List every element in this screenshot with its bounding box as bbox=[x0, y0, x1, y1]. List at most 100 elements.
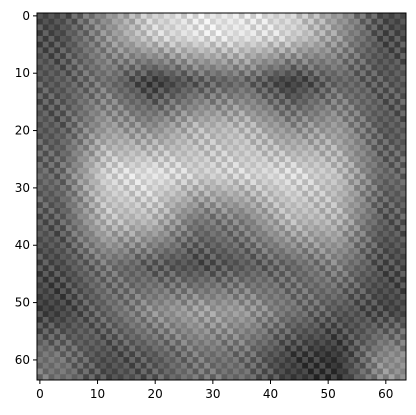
heatmap-cell bbox=[48, 35, 55, 42]
heatmap-cell bbox=[71, 18, 78, 25]
heatmap-cell bbox=[88, 127, 95, 134]
heatmap-cell bbox=[331, 99, 338, 106]
heatmap-cell bbox=[48, 196, 55, 203]
heatmap-cell bbox=[284, 116, 291, 123]
heatmap-cell bbox=[261, 374, 268, 381]
heatmap-cell bbox=[325, 288, 332, 295]
heatmap-cell bbox=[181, 282, 188, 289]
heatmap-cell bbox=[244, 185, 251, 192]
heatmap-cell bbox=[65, 58, 72, 65]
heatmap-cell bbox=[382, 133, 390, 140]
heatmap-cell bbox=[325, 93, 332, 100]
heatmap-cell bbox=[123, 207, 130, 214]
heatmap-cell bbox=[106, 248, 113, 255]
heatmap-cell bbox=[354, 127, 361, 134]
heatmap-cell bbox=[100, 271, 107, 278]
heatmap-cell bbox=[106, 339, 113, 346]
heatmap-cell bbox=[388, 305, 395, 312]
heatmap-cell bbox=[238, 81, 245, 88]
heatmap-cell bbox=[48, 213, 55, 220]
heatmap-cell bbox=[244, 70, 251, 77]
heatmap-cell bbox=[313, 93, 320, 100]
heatmap-cell bbox=[54, 351, 61, 358]
heatmap-cell bbox=[388, 345, 395, 352]
heatmap-cell bbox=[152, 328, 159, 335]
heatmap-cell bbox=[302, 76, 309, 83]
heatmap-cell bbox=[37, 213, 44, 220]
heatmap-cell bbox=[336, 53, 343, 60]
heatmap-cell bbox=[65, 202, 72, 209]
heatmap-cell bbox=[123, 58, 130, 65]
heatmap-cell bbox=[250, 299, 257, 306]
heatmap-cell bbox=[42, 41, 49, 48]
heatmap-cell bbox=[163, 58, 170, 65]
heatmap-cell bbox=[158, 13, 165, 20]
heatmap-cell bbox=[371, 81, 378, 88]
heatmap-cell bbox=[106, 253, 113, 260]
heatmap-cell bbox=[261, 58, 268, 65]
heatmap-cell bbox=[371, 276, 378, 283]
heatmap-cell bbox=[273, 213, 280, 220]
heatmap-cell bbox=[331, 357, 338, 364]
heatmap-cell bbox=[71, 93, 78, 100]
heatmap-cell bbox=[198, 345, 205, 352]
heatmap-cell bbox=[198, 305, 205, 312]
heatmap-cell bbox=[302, 351, 309, 358]
heatmap-cell bbox=[192, 230, 199, 237]
heatmap-cell bbox=[186, 99, 193, 106]
heatmap-cell bbox=[215, 150, 222, 157]
heatmap-cell bbox=[284, 167, 291, 174]
heatmap-cell bbox=[377, 144, 384, 151]
heatmap-cell bbox=[313, 116, 320, 123]
heatmap-cell bbox=[100, 202, 107, 209]
heatmap-cell bbox=[129, 351, 136, 358]
heatmap-cell bbox=[209, 190, 217, 197]
heatmap-cell bbox=[135, 305, 142, 312]
heatmap-cell bbox=[135, 173, 142, 180]
heatmap-cell bbox=[319, 248, 326, 255]
heatmap-cell bbox=[284, 87, 291, 94]
heatmap-cell bbox=[123, 282, 130, 289]
heatmap-cell bbox=[111, 299, 119, 306]
heatmap-cell bbox=[382, 41, 390, 48]
heatmap-cell bbox=[319, 236, 326, 243]
heatmap-cell bbox=[313, 362, 320, 369]
heatmap-cell bbox=[37, 259, 44, 266]
heatmap-cell bbox=[37, 70, 44, 77]
heatmap-cell bbox=[77, 47, 84, 54]
heatmap-cell bbox=[129, 81, 136, 88]
heatmap-cell bbox=[163, 47, 170, 54]
heatmap-cell bbox=[238, 24, 245, 31]
heatmap-cell bbox=[388, 144, 395, 151]
heatmap-cell bbox=[284, 339, 291, 346]
heatmap-cell bbox=[37, 248, 44, 255]
heatmap-cell bbox=[296, 362, 303, 369]
heatmap-cell bbox=[221, 104, 228, 111]
heatmap-cell bbox=[267, 248, 274, 255]
heatmap-cell bbox=[198, 93, 205, 100]
heatmap-cell bbox=[313, 339, 320, 346]
heatmap-cell bbox=[331, 293, 338, 301]
heatmap-cell bbox=[198, 230, 205, 237]
heatmap-cell bbox=[117, 87, 124, 94]
heatmap-cell bbox=[233, 99, 240, 106]
heatmap-cell bbox=[209, 230, 217, 237]
heatmap-cell bbox=[146, 110, 153, 117]
heatmap-cell bbox=[140, 167, 147, 174]
heatmap-cell bbox=[227, 345, 234, 352]
heatmap-cell bbox=[54, 150, 61, 157]
heatmap-cell bbox=[37, 311, 44, 318]
heatmap-cell bbox=[331, 351, 338, 358]
heatmap-cell bbox=[158, 93, 165, 100]
heatmap-cell bbox=[261, 35, 268, 42]
heatmap-cell bbox=[100, 70, 107, 77]
heatmap-cell bbox=[181, 207, 188, 214]
heatmap-cell bbox=[175, 236, 182, 243]
heatmap-cell bbox=[169, 116, 176, 123]
heatmap-cell bbox=[65, 288, 72, 295]
heatmap-cell bbox=[135, 213, 142, 220]
heatmap-cell bbox=[325, 253, 332, 260]
heatmap-cell bbox=[348, 156, 355, 163]
heatmap-cell bbox=[181, 133, 188, 140]
heatmap-cell bbox=[290, 76, 297, 83]
